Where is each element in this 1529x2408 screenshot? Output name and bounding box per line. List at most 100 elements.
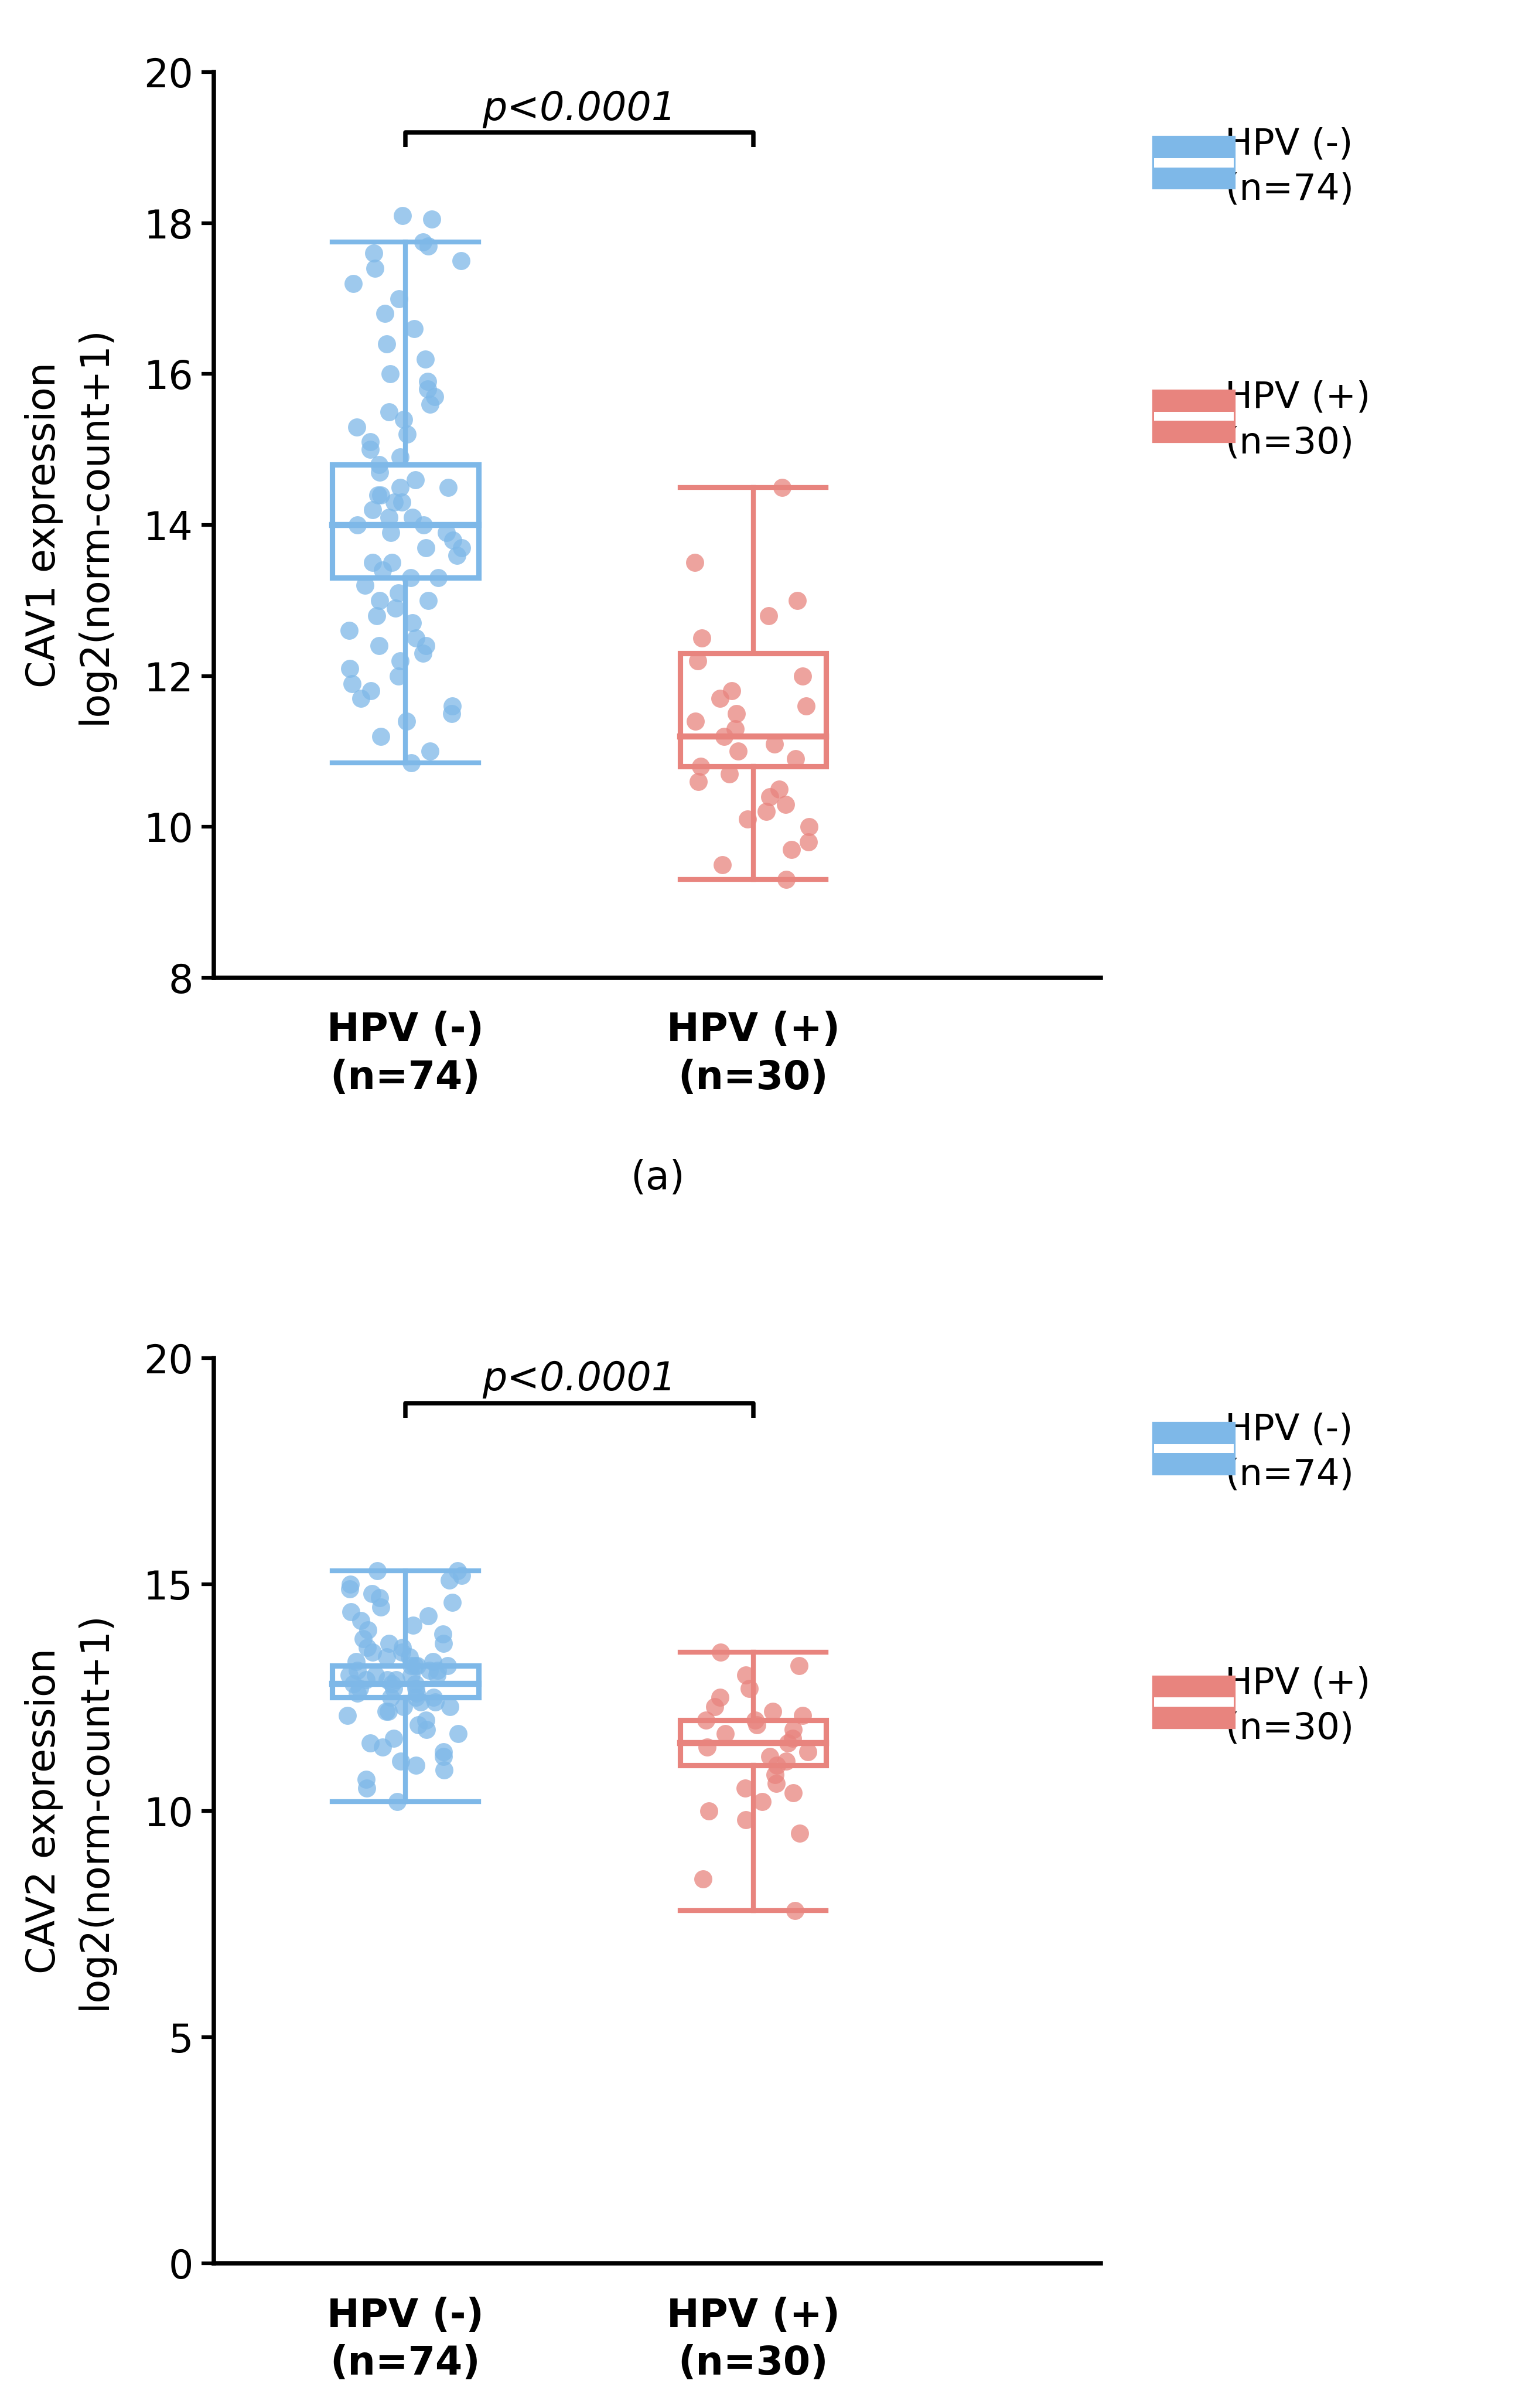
Point: [420, 1642, 445, 1681]
Point: [349, 679, 373, 718]
Point: [361, 491, 385, 530]
Point: [683, 544, 708, 583]
Point: [436, 1647, 460, 1686]
Point: [399, 1657, 424, 1695]
Point: [390, 1628, 414, 1666]
Point: [376, 1693, 401, 1731]
Point: [379, 1664, 404, 1702]
Point: [353, 566, 378, 604]
Point: [346, 1674, 370, 1712]
Point: [431, 1736, 456, 1775]
Point: [346, 506, 370, 544]
Point: [411, 224, 436, 262]
Point: [440, 686, 465, 725]
Point: [758, 1736, 783, 1775]
Point: [758, 778, 783, 816]
Text: HPV (-): HPV (-): [1225, 1413, 1353, 1447]
Point: [420, 1678, 445, 1717]
Point: [436, 467, 460, 506]
Point: [694, 1700, 719, 1739]
Point: [387, 657, 411, 696]
Point: [404, 460, 428, 498]
Point: [713, 718, 737, 756]
Point: [367, 626, 391, 665]
Point: [440, 1582, 465, 1621]
Point: [417, 1652, 442, 1690]
Point: [781, 1710, 806, 1748]
Point: [379, 1678, 404, 1717]
Point: [445, 1551, 469, 1589]
Point: [405, 1647, 430, 1686]
Bar: [680, 1719, 826, 1765]
Point: [336, 1657, 361, 1695]
Point: [368, 718, 393, 756]
Point: [794, 686, 818, 725]
Point: [390, 1633, 414, 1671]
Point: [431, 1616, 456, 1654]
Point: [391, 1688, 416, 1727]
Point: [384, 1659, 408, 1698]
Point: [771, 467, 795, 506]
Point: [405, 1674, 430, 1712]
FancyBboxPatch shape: [1154, 159, 1234, 166]
Point: [787, 1813, 812, 1852]
Point: [361, 234, 385, 272]
Point: [368, 1587, 393, 1625]
Text: p<0.0001: p<0.0001: [482, 89, 676, 128]
Point: [734, 1657, 758, 1695]
Point: [335, 1695, 359, 1734]
Point: [364, 1657, 388, 1695]
Point: [378, 354, 402, 393]
Point: [760, 1693, 784, 1731]
Point: [745, 1705, 769, 1743]
Point: [683, 701, 708, 739]
Point: [784, 580, 809, 619]
Point: [734, 1770, 758, 1808]
Point: [404, 1664, 428, 1702]
Point: [376, 393, 401, 431]
Point: [387, 279, 411, 318]
Point: [734, 1801, 758, 1840]
Point: [404, 619, 428, 657]
Point: [404, 1678, 428, 1717]
Point: [440, 520, 465, 559]
Point: [431, 1751, 456, 1789]
Point: [743, 1700, 768, 1739]
Point: [373, 294, 398, 332]
Point: [416, 361, 440, 400]
Bar: [332, 465, 479, 578]
Y-axis label: CAV1 expression
log2(norm-count+1): CAV1 expression log2(norm-count+1): [24, 325, 115, 725]
Point: [763, 1755, 787, 1794]
Point: [388, 438, 413, 477]
Point: [375, 1659, 399, 1698]
Point: [376, 1623, 401, 1662]
Point: [367, 580, 391, 619]
Point: [365, 474, 390, 513]
Point: [373, 1693, 398, 1731]
Text: (n=30): (n=30): [1225, 1712, 1355, 1746]
Point: [425, 1657, 450, 1695]
Point: [431, 1734, 456, 1772]
Point: [446, 1714, 471, 1753]
Point: [697, 1792, 722, 1830]
Text: (n=74): (n=74): [1225, 1457, 1353, 1493]
Point: [356, 1611, 381, 1649]
Point: [358, 672, 382, 710]
Point: [450, 527, 474, 566]
Point: [690, 619, 714, 657]
Point: [437, 1688, 462, 1727]
Point: [434, 513, 459, 551]
Point: [361, 1633, 385, 1671]
Point: [338, 1570, 362, 1609]
Point: [408, 1683, 433, 1722]
Point: [737, 1669, 761, 1707]
Point: [379, 513, 404, 551]
Point: [358, 424, 382, 462]
Point: [361, 544, 385, 583]
Point: [367, 1580, 391, 1618]
Point: [709, 845, 734, 884]
Point: [764, 1746, 789, 1784]
FancyBboxPatch shape: [1154, 1445, 1234, 1452]
Point: [431, 1623, 456, 1662]
Point: [336, 612, 361, 650]
